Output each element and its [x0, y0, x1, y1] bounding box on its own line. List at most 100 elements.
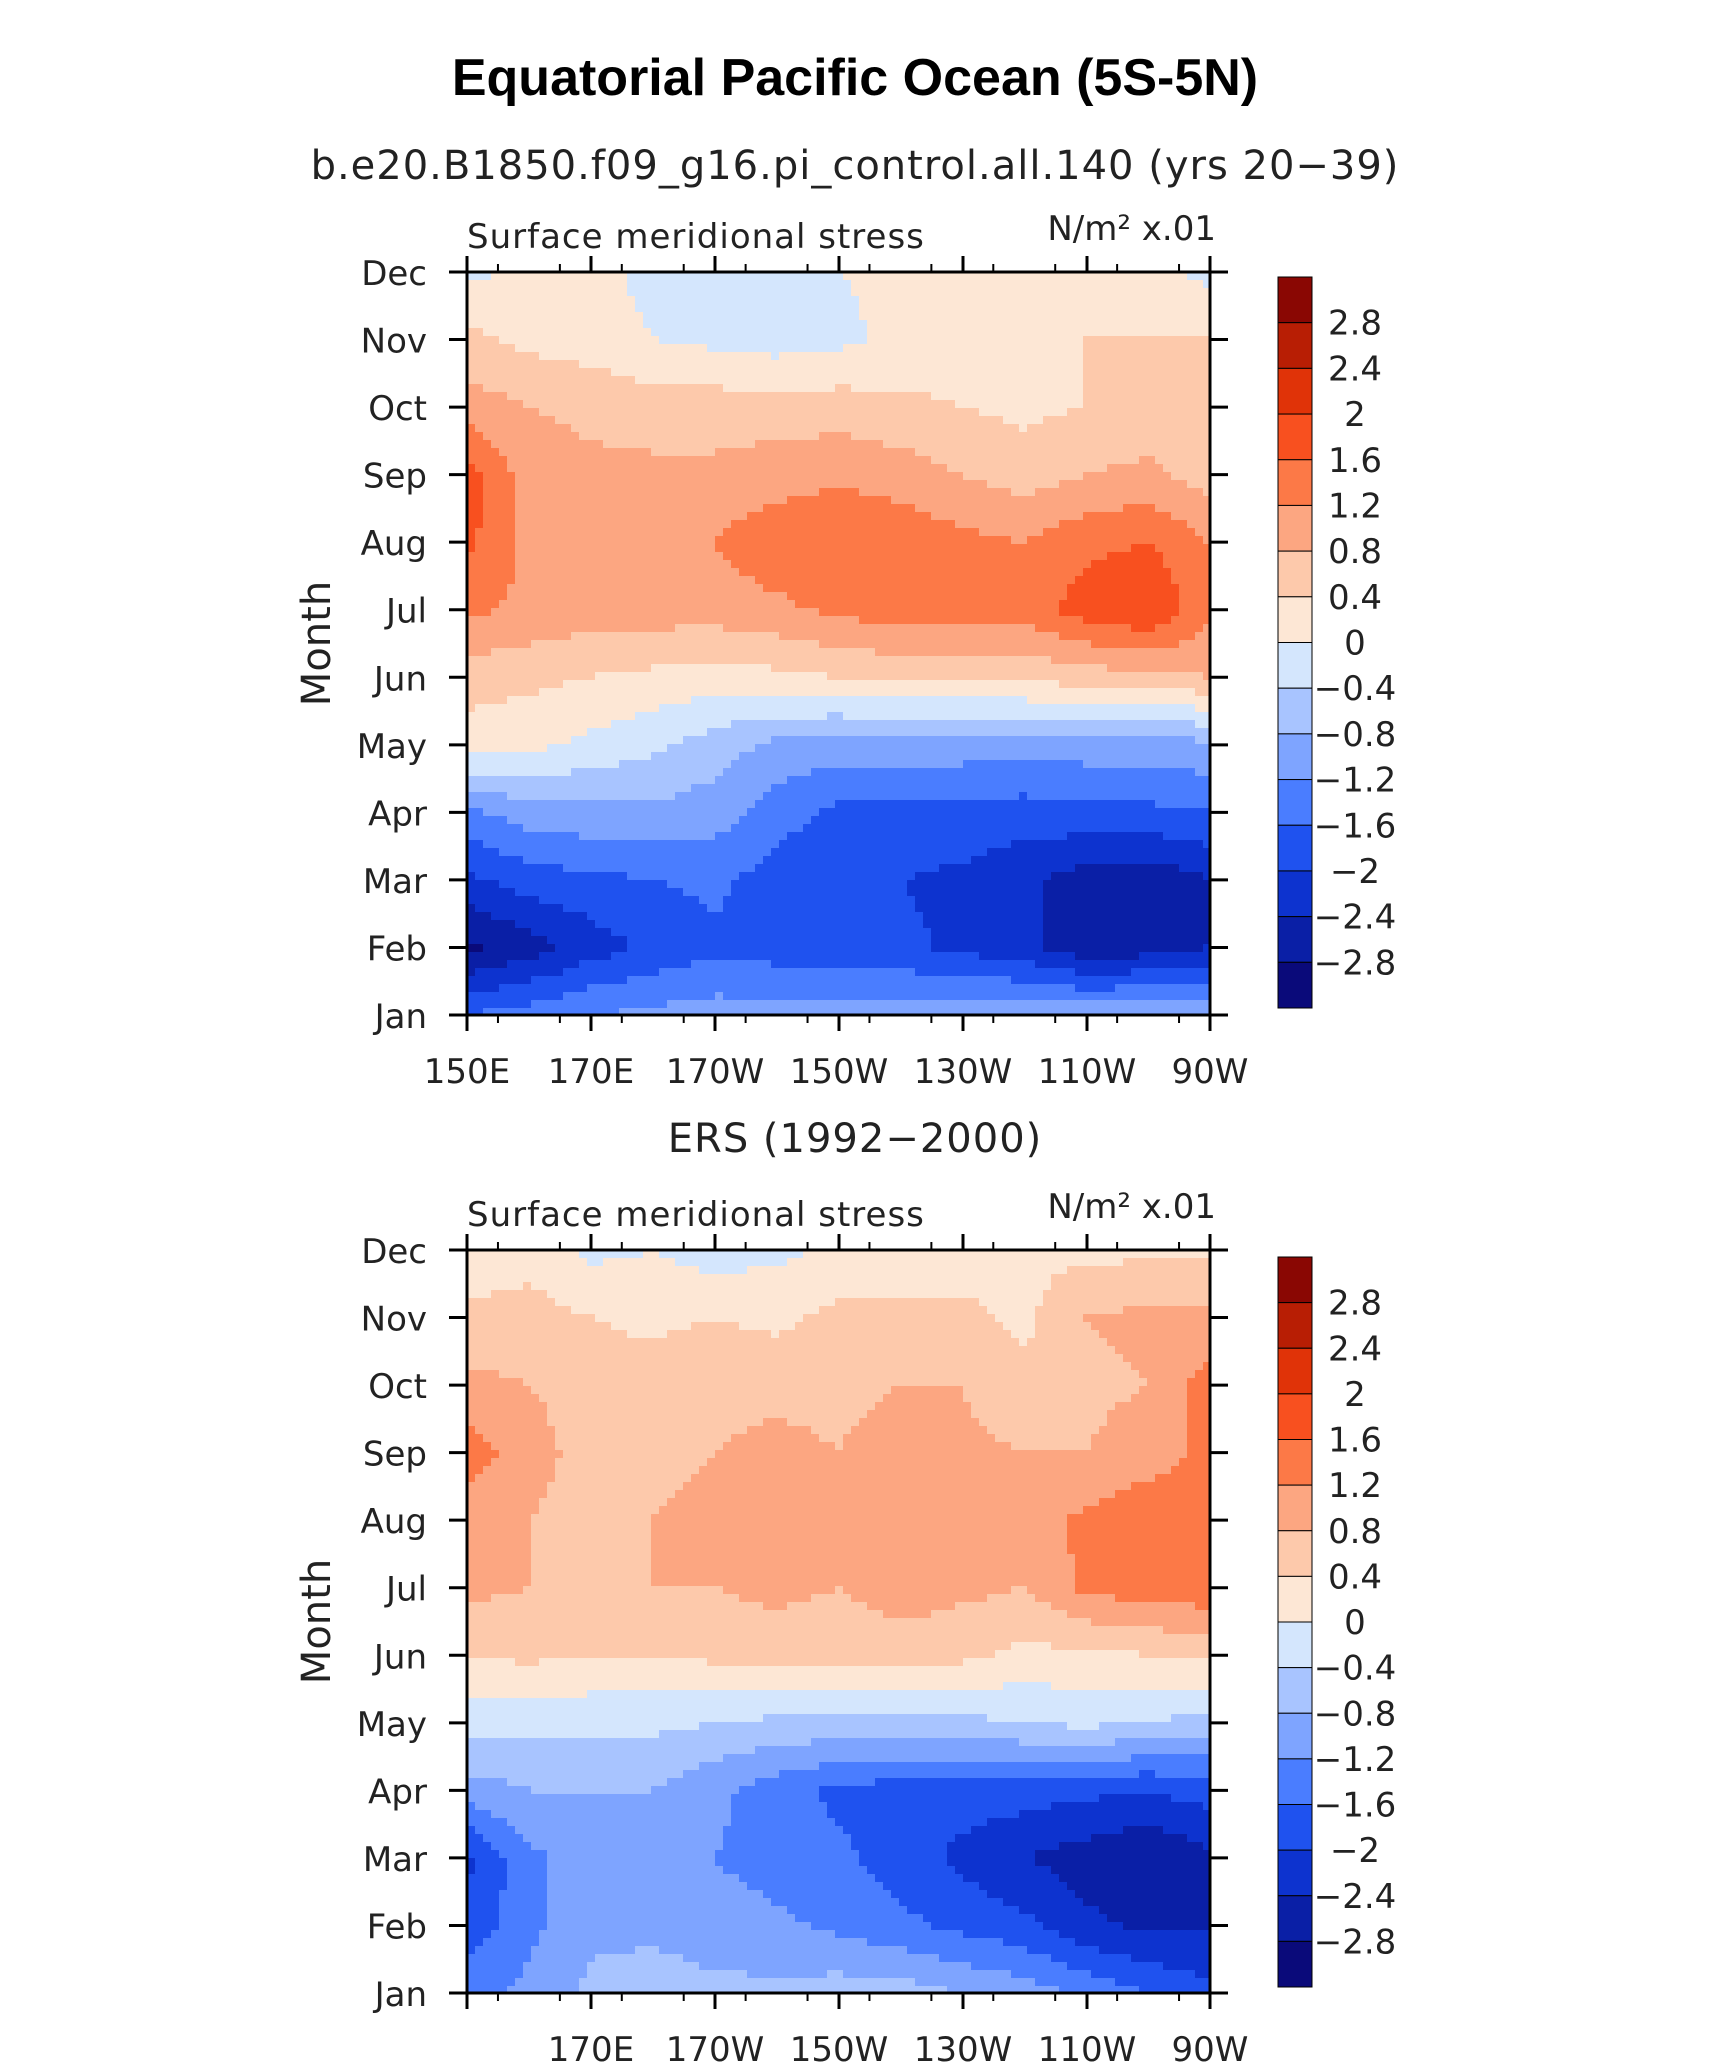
contour-cell	[915, 576, 924, 585]
contour-cell	[619, 504, 628, 513]
contour-cell	[483, 360, 492, 369]
contour-cell	[499, 560, 508, 569]
contour-cell	[467, 360, 476, 369]
contour-cell	[899, 456, 908, 465]
contour-cell	[1147, 640, 1156, 649]
contour-cell	[571, 496, 580, 505]
contour-cell	[491, 456, 500, 465]
contour-cell	[675, 496, 684, 505]
contour-cell	[755, 488, 764, 497]
contour-cell	[675, 600, 684, 609]
contour-cell	[499, 584, 508, 593]
contour-cell	[475, 672, 484, 681]
contour-cell	[731, 424, 740, 433]
contour-cell	[1155, 504, 1164, 513]
contour-cell	[939, 568, 948, 577]
contour-cell	[755, 544, 764, 553]
contour-cell	[1139, 672, 1148, 681]
contour-cell	[1091, 280, 1100, 289]
contour-cell	[659, 624, 668, 633]
contour-cell	[939, 544, 948, 553]
contour-cell	[1043, 440, 1052, 449]
contour-cell	[1179, 672, 1188, 681]
contour-cell	[1035, 368, 1044, 377]
contour-cell	[1011, 688, 1020, 697]
contour-cell	[715, 616, 724, 625]
contour-cell	[675, 552, 684, 561]
contour-cell	[875, 368, 884, 377]
contour-cell	[1011, 464, 1020, 473]
contour-cell	[1115, 576, 1124, 585]
contour-cell	[707, 296, 716, 305]
contour-cell	[803, 304, 812, 313]
contour-cell	[643, 576, 652, 585]
contour-cell	[875, 568, 884, 577]
contour-cell	[907, 336, 916, 345]
contour-cell	[875, 408, 884, 417]
contour-cell	[1147, 360, 1156, 369]
contour-cell	[1171, 456, 1180, 465]
contour-cell	[963, 552, 972, 561]
contour-cell	[1179, 344, 1188, 353]
contour-cell	[1091, 496, 1100, 505]
contour-cell	[1187, 592, 1196, 601]
contour-cell	[667, 416, 676, 425]
contour-cell	[891, 648, 900, 657]
contour-cell	[635, 352, 644, 361]
contour-cell	[611, 512, 620, 521]
contour-cell	[635, 576, 644, 585]
contour-cell	[491, 280, 500, 289]
contour-cell	[955, 592, 964, 601]
contour-cell	[731, 664, 740, 673]
contour-cell	[779, 304, 788, 313]
contour-cell	[779, 272, 788, 281]
contour-cell	[867, 632, 876, 641]
contour-cell	[803, 696, 812, 705]
contour-cell	[611, 552, 620, 561]
contour-cell	[987, 368, 996, 377]
contour-cell	[1171, 488, 1180, 497]
contour-cell	[595, 344, 604, 353]
contour-cell	[683, 536, 692, 545]
contour-cell	[995, 536, 1004, 545]
contour-cell	[635, 672, 644, 681]
contour-cell	[667, 536, 676, 545]
contour-cell	[819, 392, 828, 401]
contour-cell	[1195, 488, 1204, 497]
contour-cell	[1011, 496, 1020, 505]
contour-cell	[483, 640, 492, 649]
contour-cell	[979, 352, 988, 361]
contour-cell	[1059, 584, 1068, 593]
contour-cell	[595, 664, 604, 673]
contour-cell	[587, 488, 596, 497]
contour-cell	[843, 360, 852, 369]
contour-cell	[1115, 320, 1124, 329]
contour-cell	[955, 488, 964, 497]
contour-cell	[875, 416, 884, 425]
contour-cell	[611, 528, 620, 537]
contour-cell	[971, 576, 980, 585]
contour-cell	[787, 512, 796, 521]
contour-cell	[691, 272, 700, 281]
contour-cell	[947, 288, 956, 297]
contour-cell	[467, 336, 476, 345]
contour-cell	[763, 400, 772, 409]
contour-cell	[1147, 608, 1156, 617]
contour-cell	[867, 368, 876, 377]
contour-cell	[675, 616, 684, 625]
contour-cell	[1027, 616, 1036, 625]
contour-cell	[939, 552, 948, 561]
contour-cell	[1059, 456, 1068, 465]
contour-cell	[987, 272, 996, 281]
contour-cell	[1115, 624, 1124, 633]
contour-cell	[515, 544, 524, 553]
contour-cell	[1203, 376, 1211, 385]
contour-cell	[987, 392, 996, 401]
contour-cell	[883, 280, 892, 289]
contour-cell	[635, 528, 644, 537]
contour-cell	[747, 552, 756, 561]
contour-cell	[563, 632, 572, 641]
contour-cell	[531, 448, 540, 457]
contour-cell	[715, 696, 724, 705]
contour-cell	[707, 688, 716, 697]
